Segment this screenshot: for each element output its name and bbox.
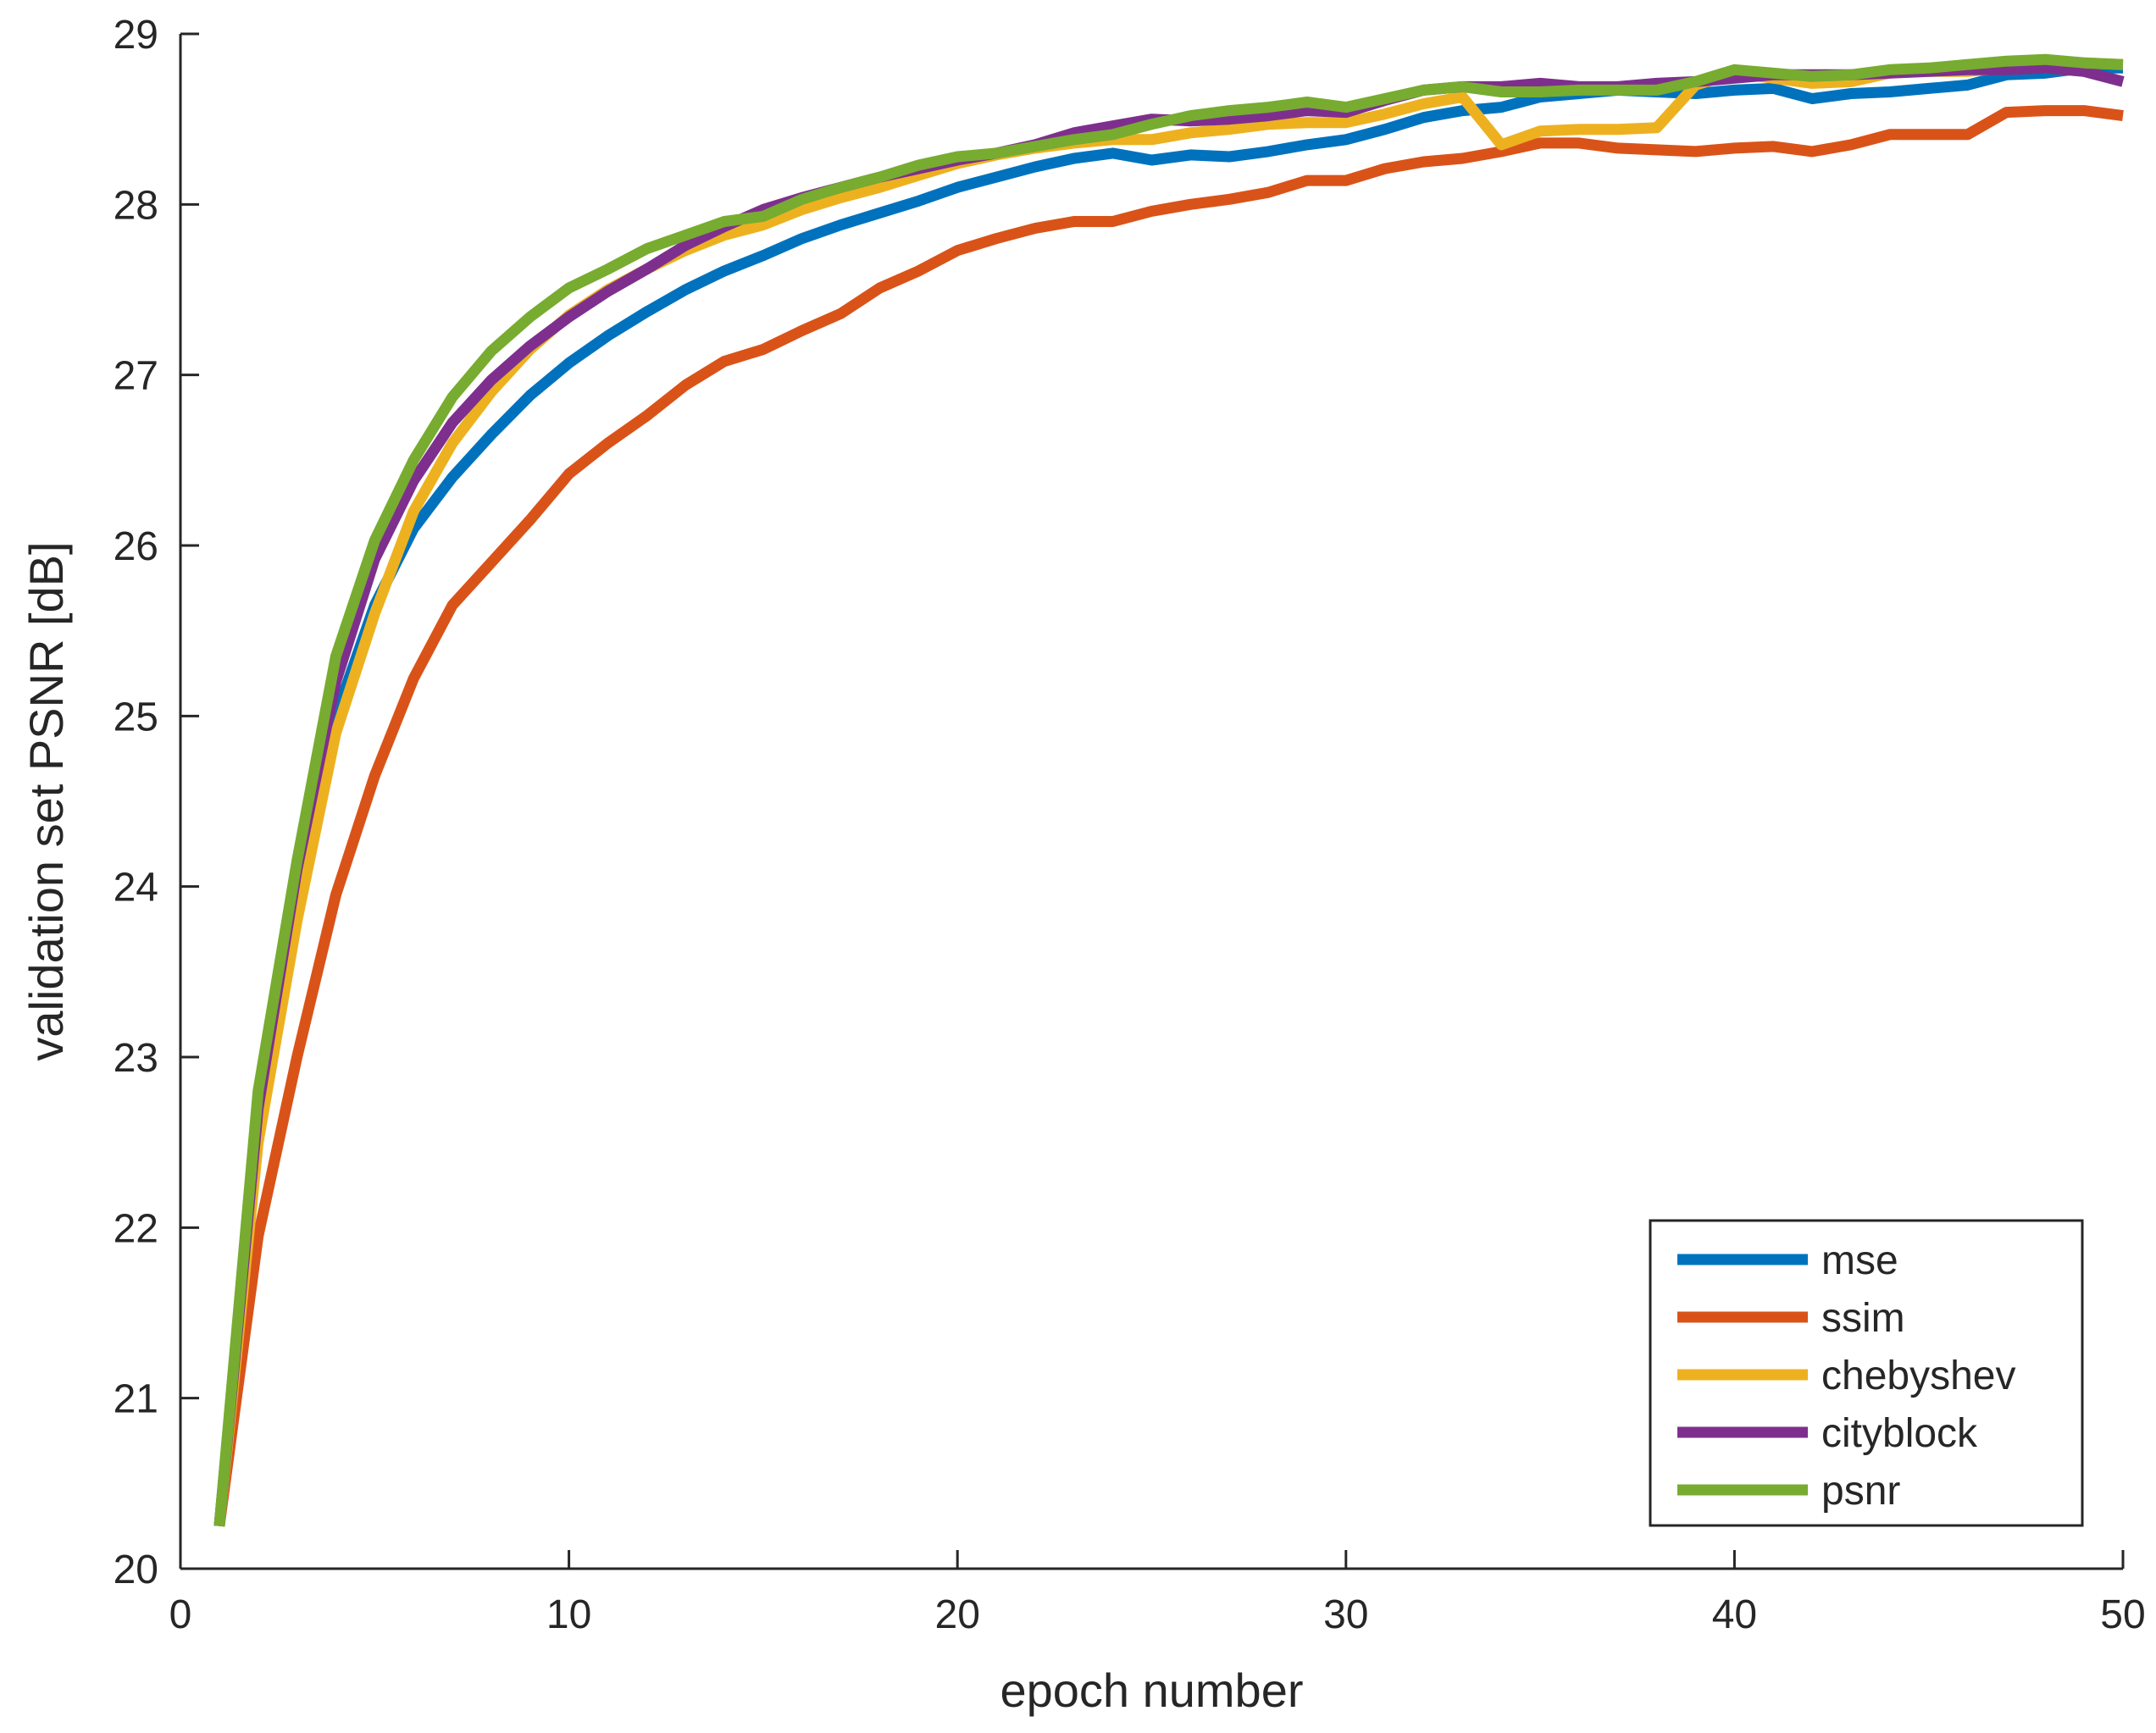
x-tick-label: 10 <box>546 1592 591 1637</box>
series-line-psnr <box>213 53 2124 1527</box>
y-tick-label: 26 <box>114 524 158 569</box>
x-axis-ticks: 0 10 20 30 40 50 <box>169 1550 2146 1637</box>
legend-label-mse: mse <box>1821 1238 1898 1283</box>
x-tick-label: 20 <box>935 1592 980 1637</box>
y-tick-label: 27 <box>114 354 158 399</box>
legend-label-ssim: ssim <box>1821 1296 1905 1341</box>
y-tick-label: 28 <box>114 183 158 228</box>
legend-label-chebyshev: chebyshev <box>1821 1354 2015 1398</box>
y-axis-ticks: 20 21 22 23 24 25 26 27 28 29 <box>114 13 199 1592</box>
y-tick-label: 23 <box>114 1036 158 1081</box>
x-tick-label: 40 <box>1712 1592 1757 1637</box>
y-tick-label: 25 <box>114 695 158 739</box>
legend-label-psnr: psnr <box>1821 1469 1900 1514</box>
y-axis-label: validation set PSNR [dB] <box>19 541 73 1060</box>
y-tick-label: 29 <box>114 13 158 58</box>
x-tick-label: 30 <box>1323 1592 1368 1637</box>
y-tick-label: 20 <box>114 1548 158 1592</box>
series-lines <box>213 53 2125 1527</box>
x-tick-label: 0 <box>169 1592 192 1637</box>
series-line-mse <box>213 62 2123 1527</box>
y-tick-label: 22 <box>114 1206 158 1251</box>
axes <box>179 34 2123 1570</box>
x-axis-label: epoch number <box>1000 1664 1303 1717</box>
y-tick-label: 21 <box>114 1377 158 1422</box>
y-tick-label: 24 <box>114 866 158 911</box>
x-tick-label: 50 <box>2100 1592 2145 1637</box>
legend: mse ssim chebyshev cityblock psnr <box>1649 1219 2084 1527</box>
series-line-ssim <box>213 105 2124 1527</box>
legend-label-cityblock: cityblock <box>1821 1411 1978 1456</box>
